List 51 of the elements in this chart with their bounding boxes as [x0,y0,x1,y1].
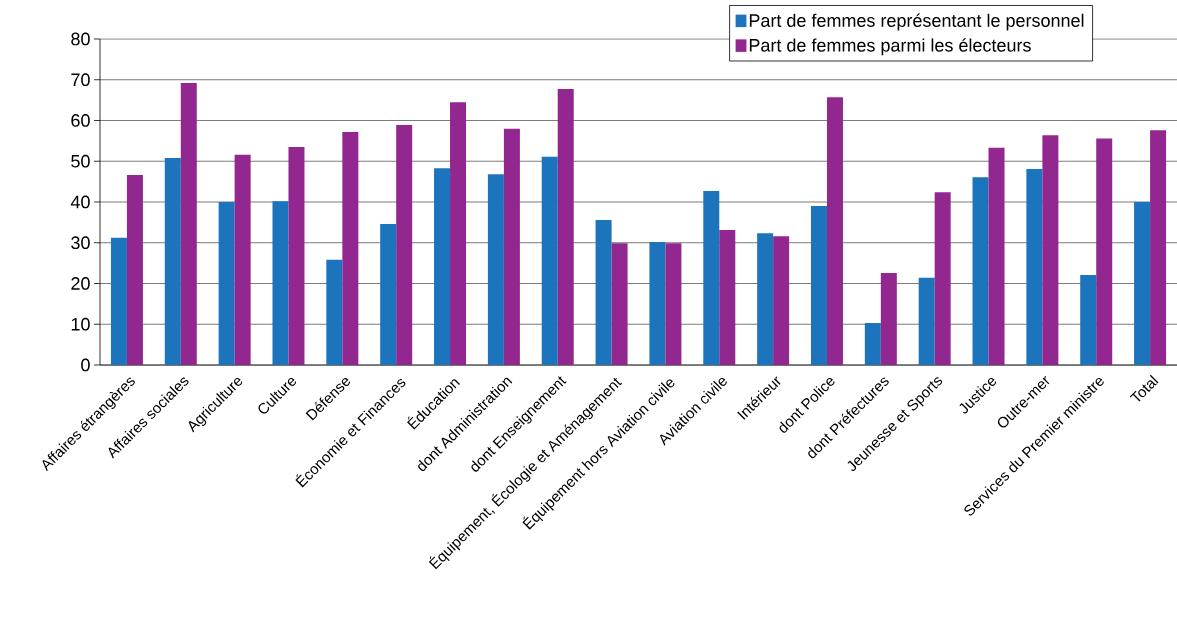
bar [864,323,881,365]
y-tick-label: 10 [71,317,90,331]
bar [218,201,235,365]
bar [773,236,790,365]
y-tick-label: 60 [71,114,90,127]
legend-label: Part de femmes représentant le personnel [749,13,1084,31]
legend-label: Part de femmes parmi les électeurs [749,38,1031,56]
bar [380,224,397,365]
y-tick-label: 20 [71,277,90,290]
bar [1134,201,1151,365]
bar [288,146,305,365]
bar [880,272,897,365]
bar [326,259,343,365]
bar [342,131,359,365]
bar [1096,138,1113,365]
bar [557,89,574,365]
bar [972,177,989,365]
bar [611,243,628,365]
bar [487,174,504,365]
bar [180,83,197,365]
bar [272,201,289,365]
bar [164,157,181,365]
bar [1026,168,1043,365]
bar [595,219,612,365]
y-tick-label: 80 [71,32,90,46]
bar [649,241,666,365]
bar [450,102,467,365]
bar [1080,274,1097,365]
bar [810,206,827,365]
y-tick-label: 0 [81,358,90,372]
bar [665,243,682,365]
y-tick-label: 40 [70,195,90,209]
bar [918,277,935,365]
y-tick-label: 30 [71,236,90,250]
bar [1150,130,1167,365]
bar [988,147,1005,365]
bar [126,175,143,365]
bar [719,230,736,365]
bar [757,233,774,365]
bar [826,97,843,365]
bar [541,156,558,365]
bar [434,168,451,365]
y-tick-label: 50 [71,154,90,168]
bar [110,237,127,365]
bar [503,128,520,365]
y-tick-label: 70 [71,73,90,87]
bar [234,154,251,365]
bar [396,124,413,365]
bar [703,190,720,365]
bar [934,192,951,365]
bar [1042,135,1059,365]
